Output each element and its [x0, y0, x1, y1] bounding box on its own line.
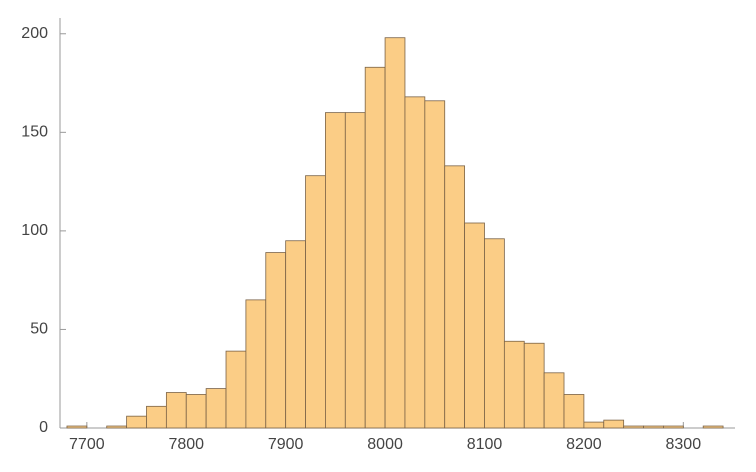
- bar: [285, 240, 306, 429]
- y-tick-label: 150: [21, 124, 48, 141]
- bar: [503, 340, 525, 429]
- bar: [225, 350, 247, 429]
- y-tick-label: 100: [21, 222, 48, 239]
- x-tick-label: 7700: [69, 436, 105, 453]
- bar: [643, 425, 664, 429]
- bar: [563, 394, 585, 429]
- bar: [106, 425, 128, 429]
- bar: [543, 372, 565, 429]
- bar: [464, 222, 485, 429]
- bar: [484, 238, 505, 429]
- y-tick-label: 50: [30, 321, 48, 338]
- bar: [305, 175, 326, 429]
- x-tick-label: 7900: [268, 436, 304, 453]
- x-tick-label: 7800: [168, 436, 204, 453]
- bar: [623, 425, 644, 429]
- bar: [205, 388, 227, 429]
- x-tick-label: 8000: [367, 436, 403, 453]
- bar: [663, 425, 684, 429]
- y-tick-label: 0: [39, 419, 48, 436]
- bar: [146, 405, 167, 429]
- bar: [603, 419, 625, 429]
- y-tick-label: 200: [21, 25, 48, 42]
- bar: [265, 252, 287, 429]
- bar: [583, 421, 605, 429]
- bar: [384, 37, 406, 429]
- bar: [165, 392, 187, 429]
- bar: [424, 100, 446, 429]
- bar: [126, 415, 147, 429]
- x-tick-label: 8200: [566, 436, 602, 453]
- bar: [185, 394, 207, 429]
- x-tick-label: 8100: [467, 436, 503, 453]
- bar: [325, 112, 346, 429]
- bar: [364, 66, 386, 429]
- bar: [444, 165, 466, 429]
- bar: [404, 96, 426, 429]
- bar: [523, 342, 545, 429]
- bar: [702, 425, 724, 429]
- bar: [66, 425, 88, 429]
- x-tick-label: 8300: [666, 436, 702, 453]
- bar: [344, 112, 366, 429]
- bar: [245, 299, 267, 429]
